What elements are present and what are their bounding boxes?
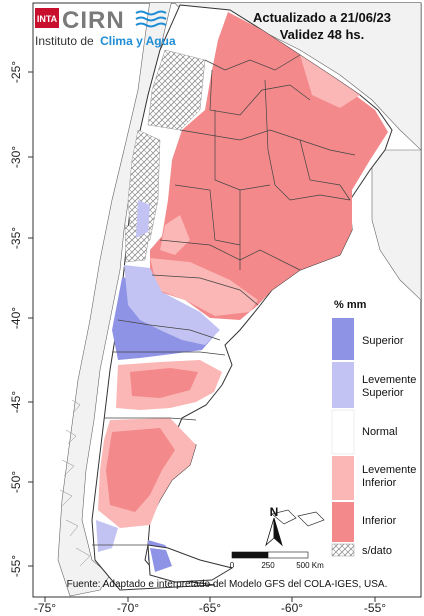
lon-tick-label: -70° [117, 601, 139, 615]
legend-label-normal: Normal [362, 426, 397, 438]
legend-label-lev-inferior-1: Levemente [362, 464, 416, 476]
legend-label-lev-superior-2: Superior [362, 387, 404, 399]
institute-prefix: Instituto de [35, 34, 94, 48]
region-lev-inferior-northeast [300, 55, 360, 108]
updated-date: Actualizado a 21/06/23 [253, 10, 391, 25]
legend-unit: % mm [334, 299, 367, 311]
lat-ticks: -25° -30° -35° -40° -45° -50° -55° [9, 61, 33, 577]
legend-label-superior: Superior [362, 335, 404, 347]
water-waves-icon [135, 10, 167, 28]
lat-tick-label: -55° [9, 555, 23, 577]
scale-label-500: 500 Km [296, 561, 324, 570]
header-logo: INTA CIRN Instituto de Clima y Agua [35, 7, 176, 48]
north-label: N [270, 505, 279, 519]
legend-label-inferior: Inferior [362, 515, 397, 527]
region-inferior-patagonia-north [130, 368, 198, 398]
brazil-uruguay-territory [371, 149, 421, 301]
chilean-archipelago [59, 399, 91, 567]
lat-tick-label: -25° [9, 61, 23, 83]
source-note: Fuente: Adaptado e interpretado del Mode… [67, 579, 388, 590]
inta-logo-box [35, 8, 59, 28]
lon-tick-label: -55° [364, 601, 386, 615]
legend-swatch-superior [332, 318, 354, 360]
institute-highlight: Clima y Agua [100, 34, 176, 48]
scale-bar: 0 250 500 Km [230, 551, 324, 570]
province-boundaries [92, 54, 356, 546]
lat-tick-label: -45° [9, 391, 23, 413]
north-arrow-icon: N [265, 505, 283, 547]
lat-tick-marks [28, 71, 33, 567]
validity-text: Validez 48 hs. [280, 27, 365, 42]
legend-label-lev-superior-1: Levemente [362, 374, 416, 386]
legend-swatch-inferior [332, 502, 354, 542]
legend-label-nodata: s/dato [362, 545, 392, 557]
lat-tick-label: -30° [9, 146, 23, 168]
malvinas-islands [271, 509, 325, 527]
lon-tick-label: -60° [281, 601, 303, 615]
region-superior-santa-cruz [96, 520, 118, 552]
cirn-brand: CIRN [62, 7, 125, 34]
region-lev-superior-cuyo [136, 200, 150, 238]
tierra-del-fuego [147, 544, 234, 583]
lon-ticks: -75° -70° -65° -60° -55° [34, 597, 386, 615]
region-lev-inferior-pampas [150, 258, 258, 316]
region-inferior-patagonia-south [106, 428, 175, 512]
legend-swatch-normal [331, 409, 355, 455]
institute-name: Instituto de Clima y Agua [35, 34, 176, 48]
region-lev-superior-andes [124, 265, 220, 345]
scale-label-0: 0 [230, 561, 235, 570]
legend: % mm Superior Levemente Superior Normal … [331, 299, 416, 557]
lon-tick-label: -75° [34, 601, 56, 615]
legend-swatch-lev-superior [332, 362, 354, 408]
scale-label-250: 250 [261, 561, 275, 570]
region-lev-inferior-cuyo [160, 215, 190, 255]
lat-tick-label: -40° [9, 307, 23, 329]
lon-tick-marks [44, 597, 376, 602]
lat-tick-label: -50° [9, 471, 23, 493]
tierra-del-fuego-superior [150, 548, 172, 572]
inta-logo-text: INTA [37, 14, 58, 24]
legend-swatch-lev-inferior [332, 456, 354, 500]
legend-label-lev-inferior-2: Inferior [362, 477, 397, 489]
lon-tick-label: -65° [199, 601, 221, 615]
lat-tick-label: -35° [9, 227, 23, 249]
legend-swatch-nodata [331, 543, 355, 557]
